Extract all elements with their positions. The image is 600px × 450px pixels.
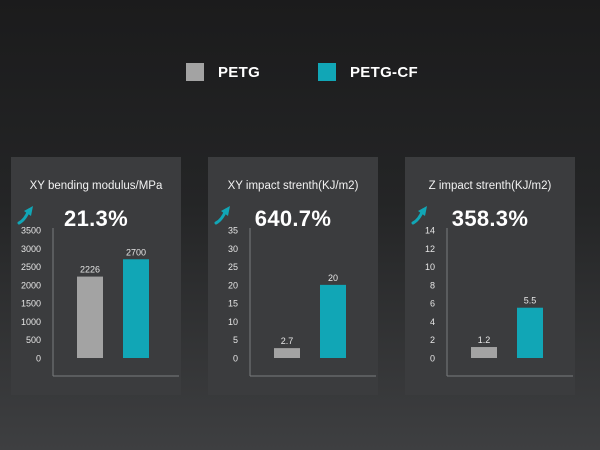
bar-value-label: 2700 <box>126 247 146 257</box>
y-tick-label: 15 <box>228 299 238 309</box>
bar-petg <box>77 276 103 358</box>
bar-chart-z-impact: 14 12 10 8 6 4 2 0 1.2 5.5 <box>425 226 573 377</box>
y-tick-label: 6 <box>430 299 435 309</box>
y-tick-label: 1500 <box>21 299 41 309</box>
chart-title: Z impact strenth(KJ/m2) <box>428 180 552 192</box>
y-tick-label: 10 <box>425 262 435 272</box>
bar-value-label: 5.5 <box>524 296 537 306</box>
chart-panel-xy-impact: 35 30 25 20 15 10 5 0 2.7 20 XY impact strenth(KJ… <box>208 157 378 395</box>
y-tick-label: 20 <box>228 280 238 290</box>
bar-value-label: 2226 <box>80 265 100 275</box>
y-tick-label: 35 <box>228 226 238 236</box>
chart-title: XY impact strenth(KJ/m2) <box>227 180 359 192</box>
y-tick-label: 2 <box>430 335 435 345</box>
y-tick-label: 500 <box>26 335 41 345</box>
y-tick-label: 0 <box>430 354 435 364</box>
chart-panel-bending-modulus: 3500 3000 2500 2000 1500 1000 500 0 2226 2700 XY … <box>11 157 181 395</box>
bar-chart-xy-impact: 35 30 25 20 15 10 5 0 2.7 20 <box>228 226 376 377</box>
legend-item-petg: PETG <box>186 63 260 81</box>
y-tick-label: 14 <box>425 226 435 236</box>
y-tick-label: 2500 <box>21 262 41 272</box>
legend-item-petg-cf: PETG-CF <box>318 63 418 81</box>
y-tick-label: 1000 <box>21 317 41 327</box>
improvement-row: 640.7% <box>208 205 378 233</box>
improvement-value: 358.3% <box>451 206 529 231</box>
trend-up-arrow-icon <box>411 206 427 225</box>
y-tick-label: 8 <box>430 280 435 290</box>
legend-swatch-petg <box>186 63 204 81</box>
bar-value-label: 1.2 <box>478 335 491 345</box>
bar-petg <box>471 347 497 358</box>
legend-label-petg: PETG <box>218 63 261 81</box>
y-tick-label: 0 <box>36 354 41 364</box>
improvement-row: 358.3% <box>405 205 575 233</box>
bar-petg <box>274 348 300 358</box>
y-tick-label: 3500 <box>21 226 41 236</box>
y-tick-label: 4 <box>430 317 435 327</box>
y-tick-label: 10 <box>228 317 238 327</box>
bar-petg-cf <box>517 307 543 358</box>
legend-swatch-petg-cf <box>318 63 336 81</box>
y-tick-label: 0 <box>233 354 238 364</box>
bar-chart-bending-modulus: 3500 3000 2500 2000 1500 1000 500 0 2226 2700 <box>21 226 179 377</box>
legend: PETG PETG-CF <box>0 63 600 91</box>
chart-title: XY bending modulus/MPa <box>29 180 163 192</box>
improvement-row: 21.3% <box>11 205 181 233</box>
y-tick-label: 2000 <box>21 280 41 290</box>
y-tick-label: 30 <box>228 244 238 254</box>
bar-petg-cf <box>123 259 149 358</box>
chart-panel-z-impact: 14 12 10 8 6 4 2 0 1.2 5.5 Z impact strenth(KJ/m2… <box>405 157 575 395</box>
y-tick-label: 12 <box>425 244 435 254</box>
y-tick-label: 3000 <box>21 244 41 254</box>
bar-petg-cf <box>320 284 346 358</box>
legend-label-petg-cf: PETG-CF <box>350 63 418 81</box>
y-tick-label: 5 <box>233 335 238 345</box>
trend-up-arrow-icon <box>214 206 230 225</box>
improvement-value: 21.3% <box>64 206 128 231</box>
y-tick-label: 25 <box>228 262 238 272</box>
improvement-value: 640.7% <box>254 206 332 231</box>
bar-value-label: 2.7 <box>281 336 294 346</box>
bar-value-label: 20 <box>328 273 338 283</box>
trend-up-arrow-icon <box>17 206 33 225</box>
